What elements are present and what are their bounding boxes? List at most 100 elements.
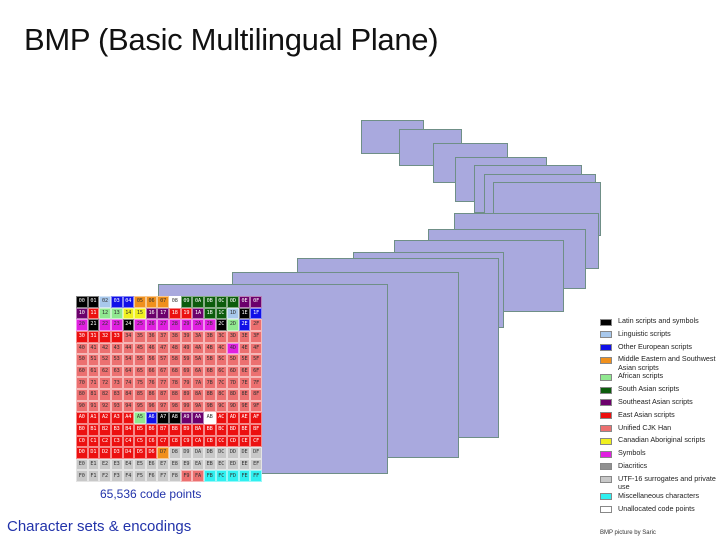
grid-cell: A6 xyxy=(145,412,158,424)
grid-cell: 1C xyxy=(215,307,228,320)
grid-cell: 21 xyxy=(87,319,100,331)
grid-cell: 09 xyxy=(180,296,193,308)
grid-cell: E5 xyxy=(134,458,146,471)
grid-cell: D7 xyxy=(157,447,169,459)
picture-credit: BMP picture by Saric xyxy=(600,530,656,536)
grid-cell: 2F xyxy=(250,319,262,331)
grid-cell: DC xyxy=(215,447,228,459)
grid-cell: C0 xyxy=(76,435,88,448)
grid-cell: 4B xyxy=(203,342,216,355)
grid-cell: 7E xyxy=(238,377,251,389)
grid-cell: BB xyxy=(203,423,216,436)
grid-cell: BD xyxy=(227,423,239,436)
legend-item: Other European scripts xyxy=(600,342,718,356)
legend-swatch xyxy=(600,331,612,339)
grid-cell: C9 xyxy=(180,435,193,448)
grid-cell: CE xyxy=(238,435,251,448)
grid-cell: 49 xyxy=(180,342,193,355)
grid-cell: 59 xyxy=(180,354,193,366)
grid-cell: 00 xyxy=(76,296,88,308)
grid-cell: 53 xyxy=(110,354,123,366)
grid-cell: 8F xyxy=(250,389,262,401)
grid-cell: E4 xyxy=(122,458,135,471)
grid-cell: D2 xyxy=(99,447,111,459)
grid-cell: A8 xyxy=(169,412,181,424)
grid-cell: 26 xyxy=(145,319,158,331)
grid-cell: 52 xyxy=(99,354,111,366)
legend-item: Latin scripts and symbols xyxy=(600,316,718,330)
grid-cell: 47 xyxy=(157,342,169,355)
grid-cell: C2 xyxy=(99,435,111,448)
code-point-count-caption: 65,536 code points xyxy=(100,487,202,501)
grid-cell: 45 xyxy=(134,342,146,355)
grid-cell: FD xyxy=(227,470,239,482)
legend-label: Canadian Aboriginal scripts xyxy=(618,435,706,445)
grid-cell: 33 xyxy=(110,330,123,343)
grid-cell: E1 xyxy=(87,458,100,471)
grid-cell: 23 xyxy=(110,319,123,331)
grid-cell: 76 xyxy=(145,377,158,389)
grid-cell: CC xyxy=(215,435,228,448)
grid-cell: 1D xyxy=(227,307,239,320)
grid-cell: AA xyxy=(192,412,204,424)
grid-cell: 0D xyxy=(227,296,239,308)
grid-cell: 27 xyxy=(157,319,169,331)
grid-cell: B1 xyxy=(87,423,100,436)
grid-cell: AF xyxy=(250,412,262,424)
grid-cell: EA xyxy=(192,458,204,471)
grid-cell: 57 xyxy=(157,354,169,366)
grid-cell: 87 xyxy=(157,389,169,401)
grid-cell: A4 xyxy=(122,412,135,424)
grid-cell: F5 xyxy=(134,470,146,482)
grid-cell: C5 xyxy=(134,435,146,448)
grid-cell: 29 xyxy=(180,319,193,331)
footer-text: Character sets & encodings xyxy=(7,518,192,535)
legend-swatch xyxy=(600,450,612,458)
grid-cell: 69 xyxy=(180,365,193,378)
legend-item: Unallocated code points xyxy=(600,503,718,518)
grid-cell: 9F xyxy=(250,400,262,413)
grid-cell: D1 xyxy=(87,447,100,459)
grid-cell: 04 xyxy=(122,296,135,308)
grid-cell: 39 xyxy=(180,330,193,343)
grid-cell: E6 xyxy=(145,458,158,471)
grid-cell: 6C xyxy=(215,365,228,378)
grid-cell: E3 xyxy=(110,458,123,471)
grid-cell: CB xyxy=(203,435,216,448)
grid-cell: 54 xyxy=(122,354,135,366)
grid-cell: FB xyxy=(203,470,216,482)
grid-cell: 3B xyxy=(203,330,216,343)
grid-cell: EE xyxy=(238,458,251,471)
legend-swatch xyxy=(600,318,612,326)
grid-cell: 43 xyxy=(110,342,123,355)
grid-cell: 3E xyxy=(238,330,251,343)
grid-cell: 7D xyxy=(227,377,239,389)
legend-item: Linguistic scripts xyxy=(600,329,718,343)
grid-cell: A0 xyxy=(76,412,88,424)
grid-cell: 64 xyxy=(122,365,135,378)
grid-cell: C8 xyxy=(169,435,181,448)
legend-label: Unallocated code points xyxy=(618,503,695,513)
grid-cell: A9 xyxy=(180,412,193,424)
grid-cell: 17 xyxy=(157,307,169,320)
legend-label: Miscellaneous characters xyxy=(618,490,700,500)
grid-cell: D5 xyxy=(134,447,146,459)
grid-cell: 7C xyxy=(215,377,228,389)
bmp-code-point-grid: 00 01 02 03 04 05 06 07 08 09 0A 0B 0C 0D 0E 0F 10 11 12 13… xyxy=(76,296,262,482)
grid-cell: 75 xyxy=(134,377,146,389)
legend-label: UTF-16 surrogates and private use xyxy=(618,473,716,492)
grid-cell: 66 xyxy=(145,365,158,378)
grid-cell: B3 xyxy=(110,423,123,436)
grid-cell: 42 xyxy=(99,342,111,355)
grid-cell: 92 xyxy=(99,400,111,413)
slide-title: BMP (Basic Multilingual Plane) xyxy=(24,22,439,57)
grid-cell: DF xyxy=(250,447,262,459)
legend-swatch xyxy=(600,399,612,407)
grid-cell: 19 xyxy=(180,307,193,320)
grid-cell: 97 xyxy=(157,400,169,413)
grid-cell: F9 xyxy=(180,470,193,482)
grid-cell: 62 xyxy=(99,365,111,378)
grid-cell: D6 xyxy=(145,447,158,459)
grid-cell: 74 xyxy=(122,377,135,389)
grid-cell: 73 xyxy=(110,377,123,389)
